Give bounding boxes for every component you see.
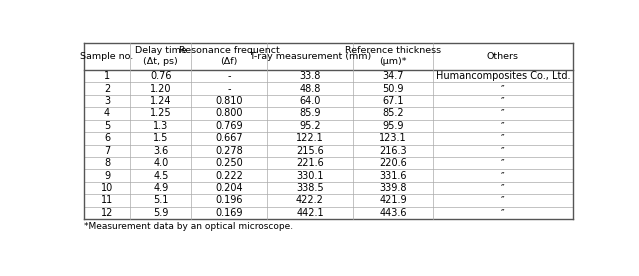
Text: ″: ″: [501, 183, 505, 193]
Text: 221.6: 221.6: [296, 158, 324, 168]
Text: 0.169: 0.169: [215, 208, 243, 218]
Text: 95.2: 95.2: [299, 121, 321, 131]
Text: ″: ″: [501, 96, 505, 106]
Text: 9: 9: [104, 171, 110, 181]
Text: 67.1: 67.1: [382, 96, 404, 106]
Text: T-ray measurement (mm): T-ray measurement (mm): [249, 52, 371, 61]
Text: Humancomposites Co., Ltd.: Humancomposites Co., Ltd.: [436, 71, 570, 81]
Text: 10: 10: [101, 183, 113, 193]
Text: 4.9: 4.9: [153, 183, 169, 193]
Text: 85.9: 85.9: [299, 108, 321, 118]
Text: 0.800: 0.800: [215, 108, 243, 118]
Text: 338.5: 338.5: [296, 183, 324, 193]
Text: 34.7: 34.7: [382, 71, 404, 81]
Text: 215.6: 215.6: [296, 146, 324, 156]
Text: 48.8: 48.8: [299, 84, 321, 94]
Text: 122.1: 122.1: [296, 133, 324, 143]
Text: ″: ″: [501, 195, 505, 205]
Text: ″: ″: [501, 121, 505, 131]
Text: 0.76: 0.76: [150, 71, 171, 81]
Text: 11: 11: [101, 195, 113, 205]
Text: 4.5: 4.5: [153, 171, 169, 181]
Text: 6: 6: [104, 133, 110, 143]
Text: 95.9: 95.9: [382, 121, 404, 131]
Text: 0.250: 0.250: [215, 158, 243, 168]
Text: 0.222: 0.222: [215, 171, 243, 181]
Text: 8: 8: [104, 158, 110, 168]
Text: 1.5: 1.5: [153, 133, 169, 143]
Text: ″: ″: [501, 208, 505, 218]
Text: Reference thickness
(μm)*: Reference thickness (μm)*: [345, 46, 441, 67]
Text: 220.6: 220.6: [379, 158, 407, 168]
Text: 0.196: 0.196: [215, 195, 243, 205]
Text: 1.24: 1.24: [150, 96, 171, 106]
Text: 3: 3: [104, 96, 110, 106]
Text: 1.3: 1.3: [153, 121, 169, 131]
Text: 5: 5: [104, 121, 110, 131]
Text: ″: ″: [501, 158, 505, 168]
Text: Sample no.: Sample no.: [81, 52, 134, 61]
Text: *Measurement data by an optical microscope.: *Measurement data by an optical microsco…: [84, 222, 293, 231]
Text: 442.1: 442.1: [296, 208, 324, 218]
Text: 330.1: 330.1: [296, 171, 323, 181]
Text: 0.810: 0.810: [215, 96, 243, 106]
Text: 216.3: 216.3: [379, 146, 407, 156]
Text: 2: 2: [104, 84, 110, 94]
Text: ″: ″: [501, 108, 505, 118]
Text: 85.2: 85.2: [382, 108, 404, 118]
Text: 12: 12: [101, 208, 113, 218]
Text: 5.1: 5.1: [153, 195, 169, 205]
Text: 33.8: 33.8: [299, 71, 321, 81]
Text: 0.278: 0.278: [215, 146, 243, 156]
Text: 64.0: 64.0: [299, 96, 321, 106]
Text: -: -: [227, 71, 231, 81]
Text: 7: 7: [104, 146, 110, 156]
Text: 5.9: 5.9: [153, 208, 169, 218]
Text: ″: ″: [501, 133, 505, 143]
Text: 1.25: 1.25: [150, 108, 172, 118]
Text: 1: 1: [104, 71, 110, 81]
Text: Resonance frequenct
(Δf): Resonance frequenct (Δf): [179, 46, 280, 67]
Text: 0.204: 0.204: [215, 183, 243, 193]
Text: 3.6: 3.6: [153, 146, 169, 156]
Text: 331.6: 331.6: [379, 171, 407, 181]
Text: ″: ″: [501, 171, 505, 181]
Text: 339.8: 339.8: [379, 183, 407, 193]
Text: 123.1: 123.1: [379, 133, 407, 143]
Text: 1.20: 1.20: [150, 84, 171, 94]
Text: 443.6: 443.6: [379, 208, 407, 218]
Text: ″: ″: [501, 84, 505, 94]
Text: 4.0: 4.0: [153, 158, 169, 168]
Text: 0.667: 0.667: [215, 133, 243, 143]
Text: 422.2: 422.2: [296, 195, 324, 205]
Text: 4: 4: [104, 108, 110, 118]
Text: Delay time
(Δt, ps): Delay time (Δt, ps): [135, 46, 187, 67]
Text: 0.769: 0.769: [215, 121, 243, 131]
Text: ″: ″: [501, 146, 505, 156]
Text: 421.9: 421.9: [379, 195, 407, 205]
Text: 50.9: 50.9: [382, 84, 404, 94]
Text: -: -: [227, 84, 231, 94]
Text: Others: Others: [487, 52, 519, 61]
